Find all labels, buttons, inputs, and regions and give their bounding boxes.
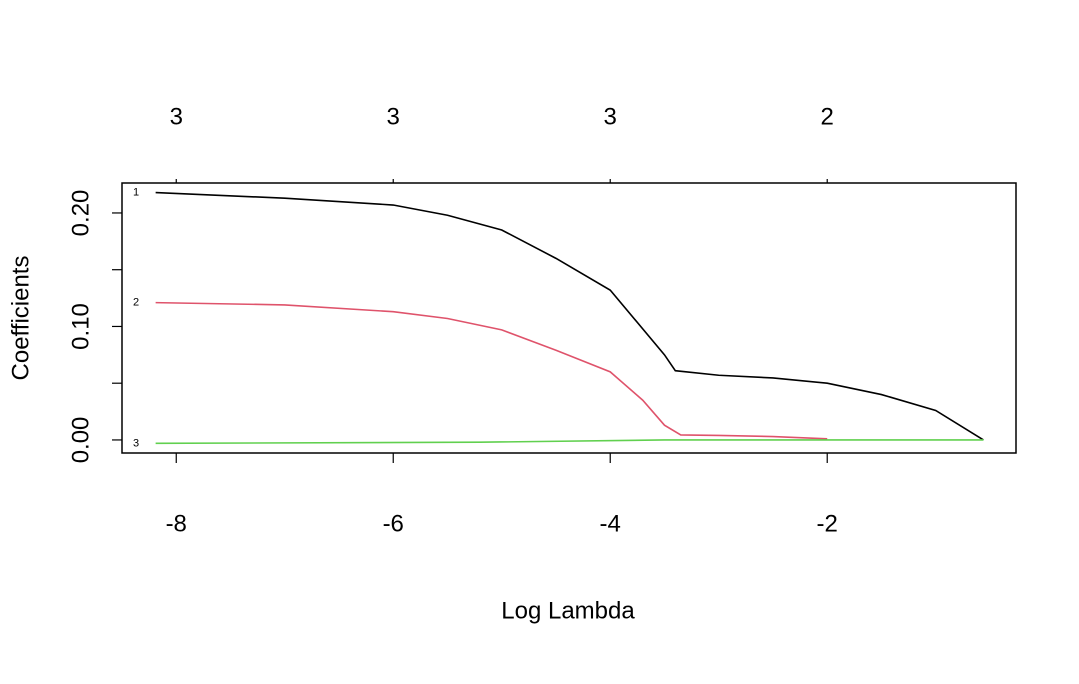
x-tick-label: -8 [166, 510, 187, 537]
series-line [155, 301, 828, 440]
y-axis-label: Coefficients [7, 256, 34, 381]
series-label: 3 [133, 437, 139, 449]
series-label: 1 [133, 186, 139, 198]
top-tick-label: 3 [604, 103, 617, 130]
x-tick-label: -6 [383, 510, 404, 537]
series-line [155, 439, 984, 445]
plot-box [121, 182, 1017, 454]
series-line [155, 191, 984, 441]
series-label: 2 [133, 297, 139, 309]
y-tick-label: 0.10 [67, 303, 94, 350]
top-tick-label: 3 [387, 103, 400, 130]
top-tick-label: 3 [170, 103, 183, 130]
x-tick-label: -2 [817, 510, 838, 537]
y-tick-label: 0.00 [67, 417, 94, 464]
x-axis-label: Log Lambda [501, 597, 635, 624]
top-tick-label: 2 [821, 103, 834, 130]
x-tick-label: -4 [600, 510, 621, 537]
y-tick-label: 0.20 [67, 190, 94, 237]
